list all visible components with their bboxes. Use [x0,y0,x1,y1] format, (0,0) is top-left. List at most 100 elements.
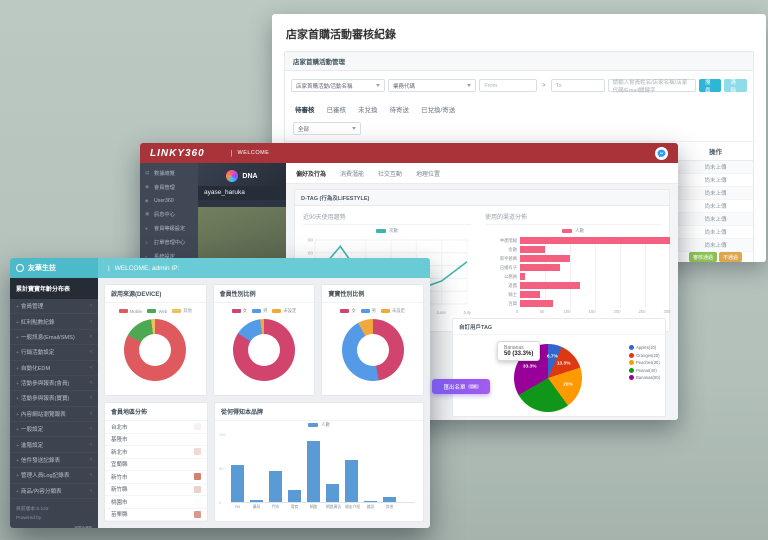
legend-swatch [272,308,282,314]
bar [520,300,553,307]
date-from-input[interactable]: From [479,79,538,92]
region-row: 新竹市 [105,471,207,484]
activity-select[interactable]: 店家首購活動/活動名稱 [291,79,386,92]
sidebar-item[interactable]: + 管理人員Log記錄表 ‹ [10,468,98,484]
legend-item[interactable]: Peaches(30) [629,360,660,365]
approve-button[interactable]: 審核通過 [688,252,717,262]
legend-swatch [629,367,635,373]
legend-item[interactable]: 男 [252,308,267,314]
region-name: 宜蘭縣 [111,462,128,469]
sidebar-item[interactable]: + 會員管理 ‹ [10,299,98,315]
table-cell: 尚未上傳 [704,230,727,236]
sidebar-item[interactable]: + 信件發送記錄表 ‹ [10,453,98,469]
legend-item[interactable]: 未設定 [381,308,405,314]
sidebar-item[interactable]: ▣ 訊息中心 [140,207,198,221]
messenger-icon[interactable] [655,146,668,160]
sidebar-item-label: + 活動參與報表(寶寶) [16,396,70,403]
tab-0[interactable]: 待審核 [295,107,315,114]
legend-item[interactable]: Peanut(40) [629,367,660,373]
bullet-icon: + [16,365,19,372]
sidebar-item[interactable]: ● 會員等級設定 [140,221,198,235]
sidebar-item[interactable]: + 進階設定 ‹ [10,437,98,453]
reject-button[interactable]: 不通過 [719,252,743,262]
chevron-left-icon: ‹ [90,426,92,433]
sidebar-item[interactable]: ◐ 系統設定 [140,249,198,263]
sidebar-item[interactable]: + 商品/內容分類表 ‹ [10,484,98,499]
legend-item[interactable]: Bananas(50) [629,375,660,380]
sidebar-item-label: + 進階設定 [16,442,44,449]
sidebar-item[interactable]: ◉ 會員管理 [140,180,198,194]
legend-item[interactable]: 未設定 [272,308,296,314]
legend-label: Web [158,308,168,314]
legend-item[interactable]: 男 [360,308,376,314]
category-label: 門市 [271,505,280,509]
chevron-left-icon: ‹ [90,395,92,402]
message-icon: ▣ [145,211,150,216]
tab-2[interactable]: 社交互動 [378,172,403,178]
sidebar-item[interactable]: + 內容網站瀏覽報表 ‹ [10,407,98,422]
sidebar-item[interactable]: ◆ User360 [140,194,198,207]
sidebar-item[interactable]: + 活動參與報表(寶寶) ‹ [10,391,98,407]
keyword-input[interactable]: 請輸入會員姓名/店家名稱/店家代碼/Email關鍵字 [607,79,696,94]
overview-icon: ▤ [145,170,150,175]
sidebar-item[interactable]: ▤ 數據總覽 [140,166,198,180]
tab-1[interactable]: 已審核 [326,107,347,114]
hbar-row: 公務員 [485,272,661,281]
chart-legend[interactable]: 人數 [485,228,661,234]
bottom-cards-row: 會員地區分佈 台北市 基隆市 新北市 宜蘭縣 新竹市 新竹縣 桃園市 苗栗縣 從何得知本品牌人… [104,402,424,522]
legend-item[interactable]: 其他 [172,308,192,314]
legend-swatch [360,308,370,314]
bar-track [520,263,661,272]
chart-legend[interactable]: 人數 [215,422,423,428]
business-code-select[interactable]: 業務代碼 [388,79,477,92]
svg-text:June: June [436,310,446,315]
sidebar-item-active[interactable]: 累計寶寶年齡分布表 [10,278,98,299]
legend-item[interactable]: Oranges(20) [629,352,660,358]
tab-4[interactable]: 已兌換/寄送 [421,107,456,114]
tick-label: 50 [539,309,545,314]
sidebar-item[interactable]: ≡ 訂單管理中心 [140,235,198,249]
tooltip-value: 50 (33.3%) [504,351,534,357]
legend-swatch [231,308,241,314]
bullet-icon: + [16,457,19,464]
tab-3[interactable]: 地理位置 [416,172,441,178]
legend-item[interactable]: 女 [340,308,356,314]
y-tick-label: 50 [219,466,224,471]
chart-legend: Apples(10) Oranges(20) Peaches(30) Peanut(4… [629,345,660,380]
legend-swatch [308,423,318,427]
bar [307,440,320,502]
y-tick-label: 0 [219,500,222,505]
sidebar-item[interactable]: + 一般設定 ‹ [10,422,98,438]
tab-3[interactable]: 待寄送 [389,107,410,114]
profile-tabs: 偏好及行為 消費潛能 社交互動 地理位置 [286,163,678,184]
search-button[interactable]: 搜尋 [698,79,722,94]
sidebar-item[interactable]: + 活動參與報表(會員) ‹ [10,376,98,392]
category-label: 中產階級 [499,237,517,243]
sidebar-item[interactable]: + 行銷活動設定 ‹ [10,345,98,361]
region-name: 桃園市 [111,499,128,506]
sidebar-item[interactable]: + 紅利點數紀錄 ‹ [10,314,98,330]
legend-item[interactable]: 女 [231,308,247,314]
bar-track [520,236,670,245]
table-cell: 尚未上傳 [704,191,727,197]
bar [326,483,339,502]
bar [250,499,263,502]
legend-item[interactable]: Apples(10) [629,345,660,350]
sort-select[interactable]: 全部 [293,122,361,135]
tab-0[interactable]: 偏好及行為 [296,172,327,178]
sidebar-item[interactable]: + 自動化EDM ‹ [10,361,98,376]
date-to-input[interactable]: To [550,79,605,92]
region-list: 台北市 基隆市 新北市 宜蘭縣 新竹市 新竹縣 桃園市 苗栗縣 [105,421,207,521]
export-button[interactable]: 匯出名單 OK [432,379,490,394]
sidebar-item[interactable]: + 一般訊息(Email/SMS) ‹ [10,330,98,346]
category-label: FB [235,505,240,509]
chart-legend[interactable]: 次數 [303,228,471,234]
tab-2[interactable]: 未兌換 [358,107,378,114]
legend-item[interactable]: Web [147,308,167,314]
chevron-left-icon: ‹ [90,410,92,417]
topbar: | WELCOME, admin IP: [98,258,430,278]
clear-button[interactable]: 清除 [724,79,747,94]
legend-item[interactable]: Mobile [118,308,142,314]
bar-plot: 100 50 0 FB 藥局 門市 電商 網路 網路廣告 親友介紹 雜誌 其他 [215,430,423,510]
tab-1[interactable]: 消費潛能 [340,172,365,178]
